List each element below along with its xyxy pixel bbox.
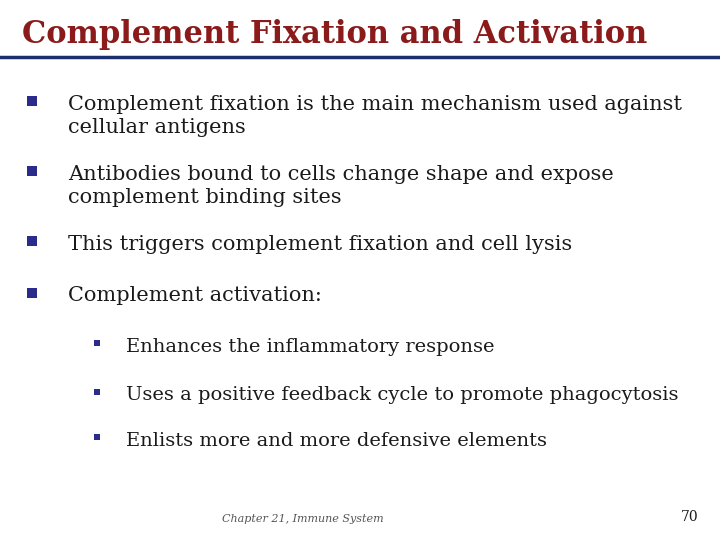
Text: Chapter 21, Immune System: Chapter 21, Immune System (222, 514, 383, 524)
Text: Antibodies bound to cells change shape and expose
complement binding sites: Antibodies bound to cells change shape a… (68, 165, 614, 207)
Text: Uses a positive feedback cycle to promote phagocytosis: Uses a positive feedback cycle to promot… (126, 386, 678, 404)
Text: Enlists more and more defensive elements: Enlists more and more defensive elements (126, 432, 547, 450)
Text: Complement activation:: Complement activation: (68, 286, 323, 305)
Text: Complement fixation is the main mechanism used against
cellular antigens: Complement fixation is the main mechanis… (68, 94, 683, 137)
Text: This triggers complement fixation and cell lysis: This triggers complement fixation and ce… (68, 235, 572, 254)
Text: Complement Fixation and Activation: Complement Fixation and Activation (22, 19, 647, 50)
Text: 70: 70 (681, 510, 698, 524)
Text: Enhances the inflammatory response: Enhances the inflammatory response (126, 338, 495, 355)
